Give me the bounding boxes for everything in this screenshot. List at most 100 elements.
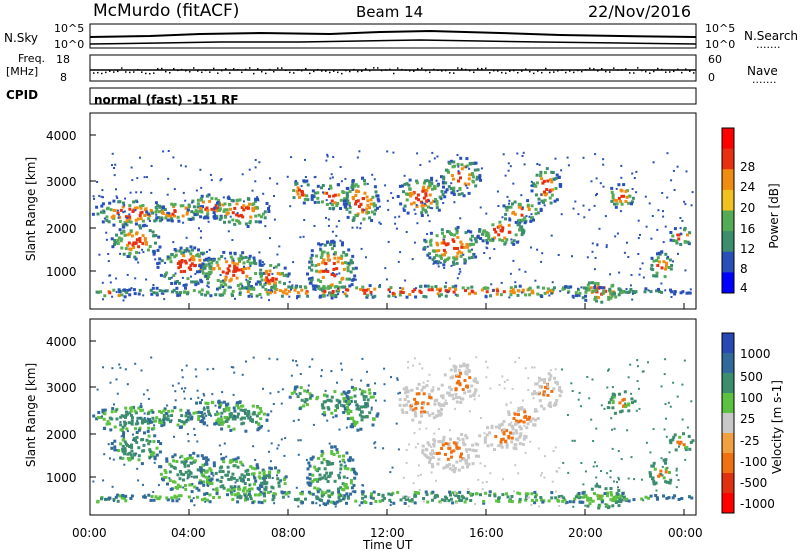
heatmap-cell — [170, 464, 174, 468]
heatmap-cell — [157, 261, 161, 265]
heatmap-cell — [118, 494, 122, 498]
heatmap-cell — [108, 274, 111, 277]
heatmap-cell — [573, 497, 577, 501]
heatmap-cell — [184, 414, 188, 418]
heatmap-cell — [205, 194, 209, 198]
heatmap-cell — [262, 472, 266, 476]
heatmap-cell — [122, 438, 126, 442]
heatmap-cell — [215, 215, 219, 219]
heatmap-cell — [130, 449, 134, 453]
nave-dot — [657, 67, 659, 70]
nave-dot — [465, 68, 467, 71]
heatmap-cell — [317, 456, 320, 460]
heatmap-cell — [185, 460, 188, 463]
heatmap-cell — [496, 190, 499, 193]
heatmap-cell — [235, 401, 239, 405]
heatmap-cell — [369, 501, 373, 505]
velocity-cbar-tick: 25 — [740, 412, 756, 426]
heatmap-cell — [106, 420, 110, 424]
heatmap-cell — [330, 199, 334, 203]
heatmap-cell — [504, 212, 508, 216]
heatmap-cell — [510, 500, 514, 504]
heatmap-cell — [432, 256, 436, 260]
heatmap-cell — [123, 447, 127, 451]
heatmap-cell — [349, 479, 353, 482]
heatmap-cell — [342, 496, 346, 500]
heatmap-cell — [113, 167, 115, 169]
heatmap-cell — [324, 477, 328, 481]
heatmap-cell — [616, 500, 620, 504]
heatmap-cell — [264, 278, 267, 282]
heatmap-cell — [219, 280, 223, 284]
power-colorbar-frame — [721, 127, 735, 294]
heatmap-cell — [426, 410, 429, 414]
heatmap-cell — [256, 466, 260, 470]
heatmap-cell — [574, 200, 577, 203]
heatmap-cell — [405, 182, 409, 186]
heatmap-cell — [459, 217, 462, 220]
heatmap-cell — [198, 479, 202, 483]
heatmap-cell — [127, 241, 131, 245]
heatmap-cell — [499, 293, 503, 297]
heatmap-cell — [165, 457, 169, 461]
heatmap-cell — [594, 461, 596, 464]
heatmap-cell — [339, 198, 343, 202]
heatmap-cell — [653, 467, 657, 471]
power-colorbar-segment — [722, 169, 734, 191]
heatmap-cell — [172, 459, 176, 463]
heatmap-cell — [167, 177, 170, 180]
heatmap-cell — [181, 276, 184, 279]
nave-dot — [293, 72, 295, 74]
heatmap-cell — [518, 218, 522, 222]
heatmap-cell — [166, 414, 170, 418]
heatmap-cell — [644, 495, 648, 499]
heatmap-cell — [123, 288, 127, 292]
heatmap-cell — [247, 294, 251, 298]
heatmap-cell — [320, 186, 323, 190]
heatmap-cell — [502, 429, 505, 433]
heatmap-cell — [438, 403, 441, 407]
heatmap-cell — [609, 398, 613, 402]
heatmap-cell — [633, 177, 636, 179]
heatmap-cell — [624, 199, 628, 203]
heatmap-cell — [327, 489, 331, 493]
heatmap-cell — [311, 473, 315, 477]
heatmap-cell — [258, 263, 262, 267]
heatmap-cell — [199, 469, 203, 473]
nave-dot — [125, 71, 127, 73]
heatmap-cell — [679, 440, 683, 444]
heatmap-cell — [345, 207, 349, 211]
heatmap-cell — [113, 239, 117, 242]
heatmap-cell — [305, 458, 308, 461]
heatmap-cell — [267, 471, 271, 475]
heatmap-cell — [330, 173, 333, 176]
heatmap-cell — [549, 178, 553, 182]
heatmap-cell — [435, 249, 439, 253]
heatmap-cell — [604, 503, 607, 506]
heatmap-cell — [119, 456, 123, 460]
heatmap-cell — [232, 488, 236, 492]
heatmap-cell — [102, 479, 105, 482]
heatmap-cell — [669, 231, 673, 234]
heatmap-cell — [122, 201, 125, 205]
heatmap-cell — [154, 495, 158, 499]
heatmap-cell — [274, 466, 277, 470]
heatmap-cell — [249, 287, 253, 291]
heatmap-cell — [466, 186, 469, 189]
heatmap-cell — [350, 185, 354, 189]
heatmap-cell — [192, 211, 196, 215]
heatmap-cell — [206, 480, 209, 484]
velocity-cbar-tick: 1000 — [740, 347, 771, 361]
velocity-cbar-tick: 100 — [740, 391, 763, 405]
heatmap-cell — [173, 255, 177, 259]
heatmap-cell — [351, 267, 355, 271]
heatmap-cell — [644, 195, 647, 198]
heatmap-cell — [164, 475, 168, 479]
nsky-trace — [89, 29, 697, 38]
heatmap-cell — [335, 448, 339, 452]
heatmap-cell — [413, 288, 417, 292]
heatmap-cell — [538, 163, 541, 166]
heatmap-cell — [442, 175, 446, 179]
heatmap-cell — [316, 487, 320, 491]
heatmap-cell — [450, 393, 454, 397]
